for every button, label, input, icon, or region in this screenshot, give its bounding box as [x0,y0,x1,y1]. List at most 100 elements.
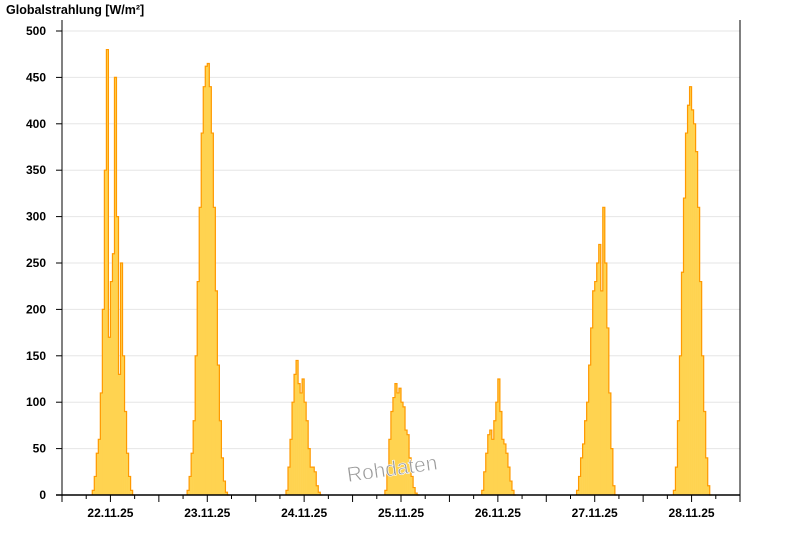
area-segment [98,439,101,495]
area-segment [316,485,319,495]
area-segment [413,487,416,495]
area-segment [499,411,503,495]
area-segment [602,207,606,495]
area-segment [112,253,115,495]
area-segment [219,420,222,495]
series-line [186,62,230,496]
area-segment [675,467,678,495]
x-tick-label: 24.11.25 [281,506,327,520]
area-segment [102,309,105,495]
area-segment [96,453,99,495]
x-tick-label: 25.11.25 [378,506,424,520]
area-segment [92,490,95,495]
area-segment [124,411,127,495]
x-tick-label: 28.11.25 [669,506,715,520]
grid [62,30,740,450]
y-tick-label: 500 [26,24,46,38]
y-tick-label: 350 [26,163,46,177]
area-segment [394,383,398,495]
area-segment [697,207,700,495]
series-line [481,378,517,496]
area-segment [308,448,311,495]
area-segment [128,476,131,495]
area-segment [384,490,388,495]
area-segment [703,411,706,495]
series-line [384,383,420,496]
area-segment [288,467,291,495]
area-segment [608,392,612,495]
area-segment [290,439,293,495]
area-segment [598,244,602,495]
area-segment [197,281,200,495]
chart-title: Globalstrahlung [W/m²] [6,3,144,17]
area-segment [501,439,505,495]
area-segment [582,443,585,495]
area-segment [392,397,396,495]
area-segment [689,86,692,496]
area-segment [578,476,581,495]
area-segment [193,420,196,495]
area-segment [604,263,608,495]
area-segment [285,490,289,495]
y-axis: 0 50 100 150 200 250 300 350 400 450 500 [26,24,62,502]
area-segment [100,392,103,495]
area-segment [116,216,119,495]
area-segment [294,374,297,495]
area-segment [685,133,688,495]
area-segment [205,66,208,495]
y-tick-label: 400 [26,117,46,131]
area-segment [104,170,107,495]
y-tick-label: 100 [26,395,46,409]
area-segment [497,379,501,495]
area-segment [209,86,212,496]
area-segment [195,355,198,495]
area-segment [485,453,489,495]
area-segment [403,406,406,495]
area-segment [610,448,614,495]
area-segment [390,411,394,495]
y-tick-label: 150 [26,349,46,363]
area-segment [487,434,491,495]
area-segment [396,392,400,495]
y-tick-label: 250 [26,256,46,270]
area-segment [388,439,392,495]
area-segment [673,490,676,495]
axes [56,20,741,496]
area-segment [576,490,579,495]
area-segment [586,402,589,495]
area-segment [223,481,226,495]
series-line [575,206,617,496]
area-segment [693,123,696,496]
area-segment [707,485,711,495]
area-segment [300,392,303,495]
area-segment [588,365,591,495]
area-segment [118,374,121,495]
x-tick-label: 23.11.25 [184,506,230,520]
area-segment [701,355,704,495]
x-axis: 22.11.25 23.11.25 24.11.25 25.11.25 26.11.25… [61,495,741,520]
x-tick-label: 22.11.25 [87,506,133,520]
area-segment [580,457,583,495]
area-segment [203,86,206,496]
area-segment [106,49,109,496]
area-segment [225,492,228,495]
area-segment [126,453,129,495]
area-segment [120,263,123,495]
area-segment [507,467,511,495]
area-segment [215,290,218,495]
area-segment [310,467,313,495]
area-segment [679,355,682,495]
area-segment [296,360,299,495]
area-segment [594,281,598,495]
y-tick-label: 450 [26,70,46,84]
area-segment [705,457,709,495]
area-segment [401,402,404,495]
area-segment [306,420,309,495]
area-segment [491,439,495,495]
area-segment [592,290,596,495]
x-tick-label: 27.11.25 [572,506,618,520]
area-segment [411,476,414,495]
area-segment [94,476,97,495]
area-segment [211,133,214,495]
